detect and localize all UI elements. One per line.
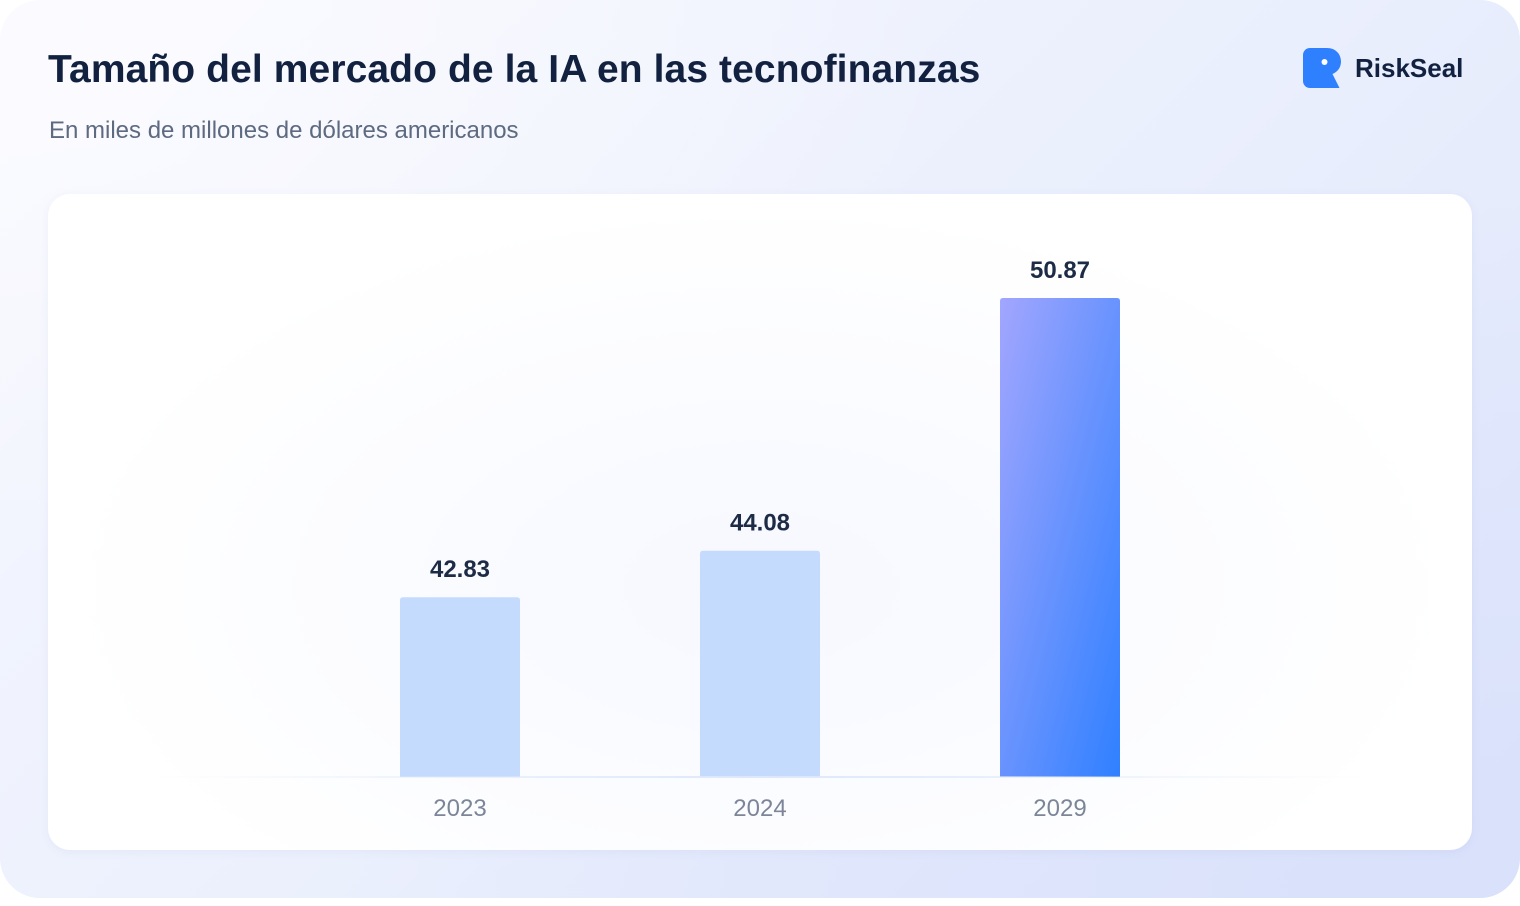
value-label-2024: 44.08	[730, 510, 790, 537]
bar-2029	[1000, 298, 1120, 777]
bar-chart: 42.83 2023 44.08 2024 50.87 2029	[148, 257, 1372, 822]
bars-layer	[400, 298, 1120, 777]
riskseal-logo-icon	[1303, 48, 1341, 88]
labels-layer: 42.83 2023 44.08 2024 50.87 2029	[430, 257, 1090, 822]
brand-logo: RiskSeal	[1303, 48, 1463, 88]
bar-2023	[400, 597, 520, 777]
x-tick-label-2024: 2024	[733, 795, 786, 822]
page-subtitle: En miles de millones de dólares american…	[49, 117, 519, 144]
page-title: Tamaño del mercado de la IA en las tecno…	[48, 48, 981, 91]
value-label-2029: 50.87	[1030, 257, 1090, 284]
x-axis-baseline	[148, 776, 1372, 778]
x-tick-label-2023: 2023	[433, 795, 486, 822]
chart-card: 42.83 2023 44.08 2024 50.87 2029	[48, 194, 1472, 850]
bar-2024	[700, 550, 820, 777]
brand-name: RiskSeal	[1355, 52, 1464, 83]
x-tick-label-2029: 2029	[1033, 795, 1086, 822]
value-label-2023: 42.83	[430, 556, 490, 583]
